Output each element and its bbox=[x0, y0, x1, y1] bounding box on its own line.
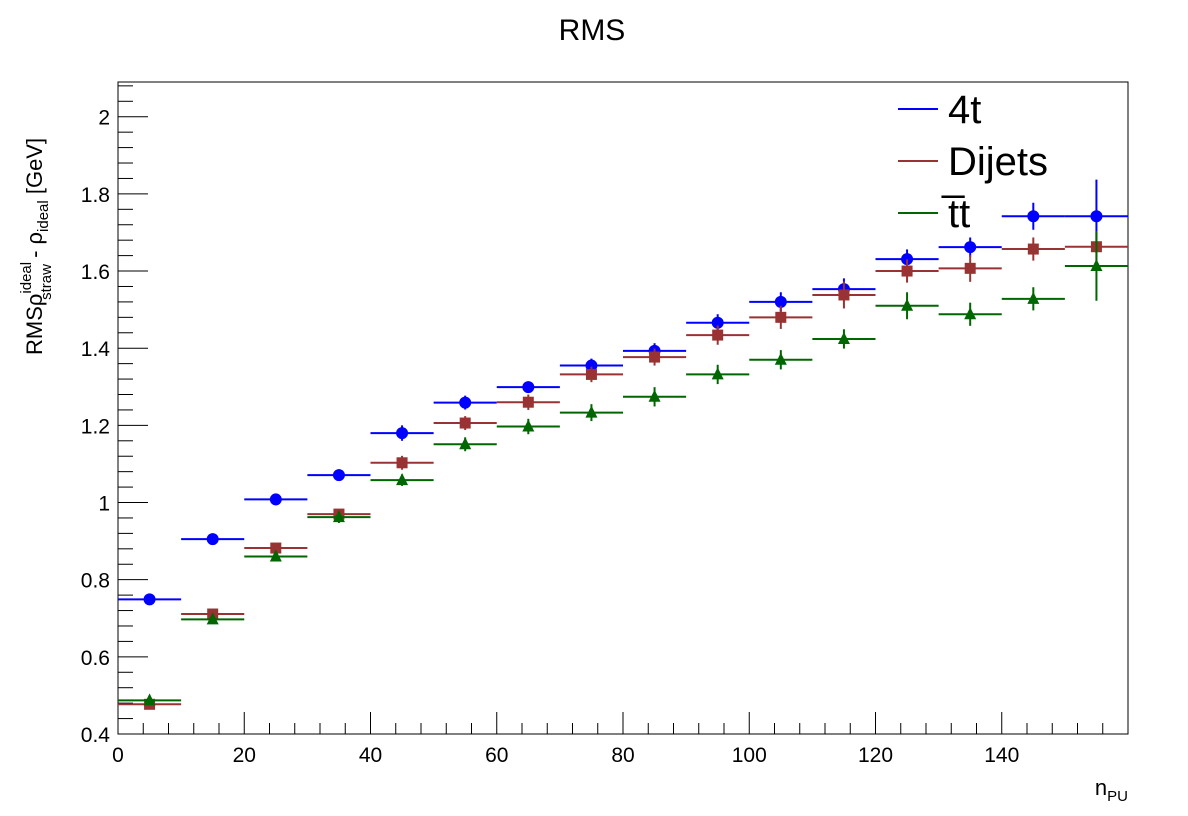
marker-circle bbox=[522, 381, 535, 394]
x-tick-label: 100 bbox=[732, 744, 767, 767]
marker-square bbox=[396, 457, 408, 469]
y-tick-label: 1.4 bbox=[81, 338, 111, 361]
x-tick-label: 80 bbox=[611, 744, 634, 767]
marker-circle bbox=[964, 241, 977, 254]
marker-square bbox=[838, 289, 850, 301]
marker-square bbox=[585, 368, 597, 380]
y-tick-label: 0.6 bbox=[81, 647, 110, 670]
x-tick-label: 20 bbox=[233, 744, 256, 767]
y-axis-label-prefix: RMSρ bbox=[22, 294, 47, 355]
marker-triangle bbox=[964, 307, 977, 320]
marker-circle bbox=[269, 493, 282, 506]
x-tick-label: 120 bbox=[858, 744, 893, 767]
marker-triangle bbox=[711, 367, 724, 380]
series-3 bbox=[118, 231, 1128, 706]
y-tick-label: 0.8 bbox=[81, 570, 110, 593]
marker-triangle bbox=[1090, 259, 1103, 272]
marker-triangle bbox=[648, 389, 661, 402]
marker-square bbox=[775, 311, 787, 323]
marker-circle bbox=[1027, 210, 1040, 223]
x-tick-label: 60 bbox=[485, 744, 508, 767]
marker-square bbox=[649, 351, 661, 363]
marker-triangle bbox=[837, 331, 850, 344]
chart-title: RMS bbox=[559, 14, 626, 47]
y-tick-label: 1.8 bbox=[81, 184, 110, 207]
marker-circle bbox=[711, 316, 724, 329]
y-tick-label: 2 bbox=[98, 107, 110, 130]
y-axis-label-suffix: [GeV] bbox=[22, 138, 47, 200]
x-axis-label-main: n bbox=[1095, 775, 1107, 800]
y-axis-label-sup: ideal bbox=[18, 262, 35, 294]
x-axis-label-sub: PU bbox=[1107, 788, 1128, 805]
legend-label: Dijets bbox=[948, 140, 1048, 184]
marker-triangle bbox=[396, 473, 409, 486]
y-axis-label-sub2: ideal bbox=[35, 200, 52, 232]
marker-circle bbox=[206, 533, 219, 546]
marker-circle bbox=[143, 593, 156, 606]
x-tick-label: 140 bbox=[984, 744, 1019, 767]
marker-circle bbox=[901, 253, 914, 266]
marker-circle bbox=[774, 295, 787, 308]
y-axis-label-sub: straw bbox=[38, 264, 55, 300]
x-tick-label: 40 bbox=[359, 744, 382, 767]
marker-square bbox=[1027, 243, 1039, 255]
marker-square bbox=[964, 262, 976, 274]
x-axis-label: nPU bbox=[1095, 775, 1128, 805]
y-tick-label: 1.2 bbox=[81, 415, 110, 438]
y-tick-label: 0.4 bbox=[81, 724, 111, 747]
marker-square bbox=[459, 417, 471, 429]
marker-triangle bbox=[269, 549, 282, 562]
y-tick-label: 1.6 bbox=[81, 261, 110, 284]
marker-triangle bbox=[143, 693, 156, 706]
x-tick-label: 0 bbox=[112, 744, 124, 767]
marker-triangle bbox=[1027, 291, 1040, 304]
data-series bbox=[118, 179, 1128, 710]
y-axis-label: RMSρideal straw - ρideal [GeV] bbox=[18, 138, 55, 355]
axis-ticks: 0 20 40 60 80 100 120 140 0.4 0.6 0.8 1 1.2 1.4 1.6 1.8… bbox=[81, 85, 1129, 767]
marker-circle bbox=[396, 427, 409, 440]
y-tick-label: 1 bbox=[98, 493, 110, 516]
legend-label: 4t bbox=[948, 88, 981, 132]
marker-square bbox=[901, 265, 913, 277]
marker-circle bbox=[1090, 210, 1103, 223]
marker-square bbox=[522, 396, 534, 408]
marker-triangle bbox=[522, 419, 535, 432]
marker-triangle bbox=[332, 510, 345, 523]
marker-circle bbox=[585, 359, 598, 372]
marker-triangle bbox=[901, 298, 914, 311]
marker-triangle bbox=[585, 405, 598, 418]
marker-circle bbox=[332, 469, 345, 482]
marker-triangle bbox=[774, 352, 787, 365]
marker-square bbox=[270, 542, 282, 554]
marker-square bbox=[712, 329, 724, 341]
marker-circle bbox=[459, 396, 472, 409]
marker-triangle bbox=[459, 437, 472, 450]
marker-triangle bbox=[206, 612, 219, 625]
y-axis-label-mid: - ρ bbox=[22, 232, 47, 264]
